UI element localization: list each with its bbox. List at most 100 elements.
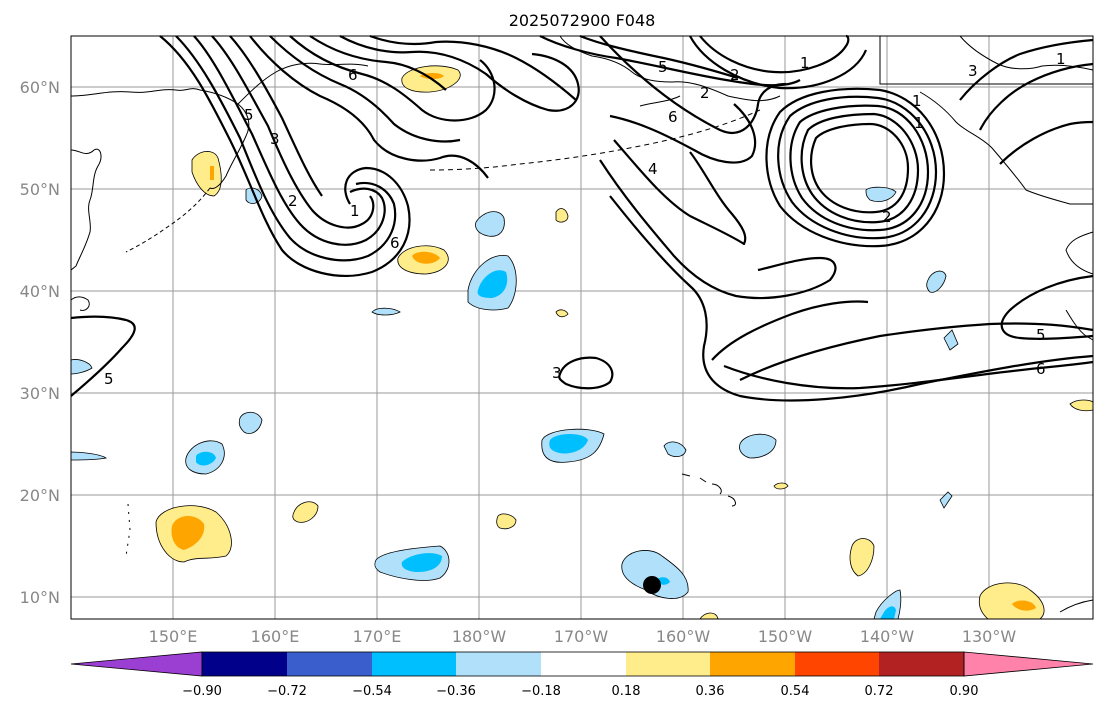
contour-label: 6 (1036, 360, 1046, 378)
positive-anomaly-blob (849, 538, 875, 577)
contour-line (193, 35, 386, 246)
contour-label: 2 (882, 208, 892, 226)
contour-label: 5 (104, 370, 114, 388)
coastline-alaska-panhandle (879, 36, 1093, 205)
contour-label: 5 (244, 106, 254, 124)
colorbar-swatch (795, 652, 879, 676)
positive-anomaly-core (171, 515, 205, 550)
negative-anomaly-blob (238, 411, 263, 434)
contour-line (689, 35, 868, 90)
contour-line (599, 35, 787, 134)
contour-line (159, 35, 411, 277)
contour-line (211, 35, 375, 229)
lon-label-170e: 170°E (353, 627, 402, 646)
lon-label-130w: 130°W (962, 627, 1017, 646)
contour-line (579, 34, 739, 80)
lon-label-180w: 180°W (452, 627, 507, 646)
colorbar-tick-label: −0.90 (182, 684, 222, 699)
contour-line (599, 159, 837, 300)
contour-label: 1 (350, 202, 360, 220)
contour-label: 2 (700, 84, 710, 102)
contour-line (959, 38, 1094, 101)
positive-anomaly-core (1012, 600, 1036, 611)
map-panel: 6 5 3 2 1 6 5 2 1 2 6 4 2 1 3 1 5 6 3 5 … (70, 34, 1094, 620)
contour-line (999, 120, 1094, 165)
negative-anomaly-core (477, 270, 508, 298)
lat-label-50n: 50°N (20, 180, 60, 199)
colorbar-swatch (202, 652, 287, 676)
lon-label-160w: 160°W (656, 627, 711, 646)
positive-anomaly-blob (773, 482, 789, 490)
colorbar-frame (201, 651, 965, 677)
colorbar-extend-max (963, 651, 1094, 677)
lat-label-30n: 30°N (20, 384, 60, 403)
negative-anomaly-core (880, 606, 896, 619)
contour-label: 1 (912, 92, 922, 110)
lat-label-60n: 60°N (20, 78, 60, 97)
lon-label-170w: 170°W (554, 627, 609, 646)
negative-anomaly-blob (926, 270, 947, 293)
contour-label: 2 (288, 192, 298, 210)
contour-lines (70, 34, 1094, 402)
colorbar-swatch (287, 652, 372, 676)
contour-line (979, 62, 1094, 131)
contour-line (711, 300, 1094, 381)
contour-line (789, 104, 930, 232)
lon-label-150w: 150°W (758, 627, 813, 646)
contour-label: 4 (648, 160, 658, 178)
lat-label-40n: 40°N (20, 282, 60, 301)
contour-label: 3 (270, 130, 280, 148)
contour-line (309, 35, 447, 91)
contour-label: 3 (968, 62, 978, 80)
negative-anomaly-blob (70, 451, 108, 461)
colorbar-tick-label: 0.90 (950, 684, 979, 699)
colorbar-tick-label: −0.36 (436, 684, 476, 699)
coastline-alaska (559, 35, 781, 107)
colorbar-extend-min (70, 651, 203, 677)
contour-label: 6 (348, 66, 358, 84)
coastline-mexico (1059, 599, 1094, 613)
shaded-anomaly-regions (70, 65, 1094, 620)
map-background (71, 36, 1093, 619)
coastline-asia (70, 88, 201, 271)
coastline-siberia-north (237, 62, 369, 105)
negative-anomaly-core (196, 451, 216, 466)
contour-label: 5 (1036, 326, 1046, 344)
island-chain-kuril (125, 187, 211, 253)
contour-line (723, 360, 1094, 390)
contour-label: 1 (914, 114, 924, 132)
colorbar-swatch (372, 652, 456, 676)
islands-marianas (125, 503, 131, 557)
contour-line (70, 315, 136, 397)
positive-anomaly-blob (555, 208, 569, 223)
negative-anomaly-blob (475, 211, 505, 237)
contour-line (609, 195, 1094, 402)
contour-line (1000, 274, 1094, 340)
negative-anomaly-blob (621, 550, 689, 599)
lon-label-140w: 140°W (860, 627, 915, 646)
negative-anomaly-blob (663, 441, 687, 458)
negative-anomaly-blob (739, 433, 777, 459)
negative-anomaly-core (401, 553, 442, 572)
negative-anomaly-blob (70, 359, 93, 375)
colorbar-tick-label: 0.18 (612, 684, 641, 699)
contour-label: 6 (390, 234, 400, 252)
colorbar-tick-label: 0.36 (696, 684, 725, 699)
latitude-labels: 60°N 50°N 40°N 30°N 20°N 10°N (20, 78, 60, 607)
negative-anomaly-blob (943, 329, 959, 351)
contour-line (339, 35, 580, 112)
colorbar-swatch (626, 652, 710, 676)
positive-anomaly-core (210, 166, 214, 180)
colorbar-tick-label: −0.54 (352, 684, 392, 699)
contour-label: 6 (668, 108, 678, 126)
contour-line (289, 35, 496, 122)
colorbar-tick-label: −0.72 (267, 684, 307, 699)
lat-label-10n: 10°N (20, 588, 60, 607)
colorbar-swatch (710, 652, 795, 676)
contour-line (765, 87, 946, 248)
negative-anomaly-core (549, 434, 588, 454)
contour-line (558, 356, 614, 390)
contour-label: 1 (800, 54, 810, 72)
coastline-kamchatka (199, 89, 250, 189)
